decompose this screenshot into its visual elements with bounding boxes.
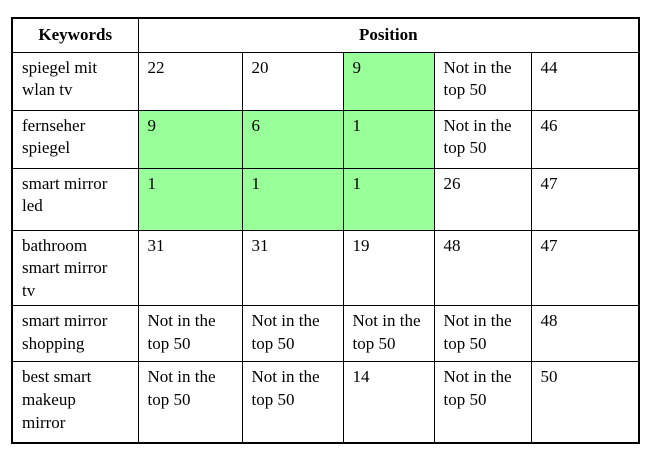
- position-cell: 1: [342, 109, 435, 169]
- table-header-row: Keywords Position: [11, 17, 640, 53]
- keyword-cell: best smart makeup mirror: [11, 361, 139, 444]
- position-cell: 26: [433, 167, 532, 231]
- position-cell: Not in the top 50: [433, 51, 532, 111]
- keyword-cell: smart mirror shopping: [11, 305, 139, 363]
- keyword-cell: spiegel mit wlan tv: [11, 51, 139, 111]
- position-cell: Not in the top 50: [137, 361, 243, 444]
- position-cell: 48: [530, 305, 640, 363]
- position-cell: Not in the top 50: [241, 361, 344, 444]
- position-cell: Not in the top 50: [433, 305, 532, 363]
- table-row: fernseher spiegel 9 6 1 Not in the top 5…: [11, 109, 640, 169]
- keyword-position-table: Keywords Position spiegel mit wlan tv 22…: [11, 17, 640, 444]
- table-row: smart mirror shopping Not in the top 50 …: [11, 305, 640, 363]
- keyword-cell: fernseher spiegel: [11, 109, 139, 169]
- position-cell: Not in the top 50: [342, 305, 435, 363]
- table-row: bathroom smart mirror tv 31 31 19 48 47: [11, 229, 640, 307]
- table-row: smart mirror led 1 1 1 26 47: [11, 167, 640, 231]
- position-cell: 47: [530, 229, 640, 307]
- position-cell: Not in the top 50: [433, 109, 532, 169]
- position-cell: 22: [137, 51, 243, 111]
- position-cell: 6: [241, 109, 344, 169]
- position-cell: 47: [530, 167, 640, 231]
- position-cell: 31: [241, 229, 344, 307]
- position-cell: 48: [433, 229, 532, 307]
- position-cell: 1: [137, 167, 243, 231]
- position-cell: 44: [530, 51, 640, 111]
- position-column-header: Position: [137, 17, 640, 53]
- position-cell: Not in the top 50: [137, 305, 243, 363]
- table-row: spiegel mit wlan tv 22 20 9 Not in the t…: [11, 51, 640, 111]
- table-row: best smart makeup mirror Not in the top …: [11, 361, 640, 444]
- keyword-cell: smart mirror led: [11, 167, 139, 231]
- keyword-cell: bathroom smart mirror tv: [11, 229, 139, 307]
- position-cell: 9: [342, 51, 435, 111]
- position-cell: 46: [530, 109, 640, 169]
- position-cell: Not in the top 50: [433, 361, 532, 444]
- position-cell: 20: [241, 51, 344, 111]
- position-cell: 1: [241, 167, 344, 231]
- position-cell: Not in the top 50: [241, 305, 344, 363]
- position-cell: 31: [137, 229, 243, 307]
- position-cell: 9: [137, 109, 243, 169]
- position-cell: 19: [342, 229, 435, 307]
- position-cell: 50: [530, 361, 640, 444]
- keywords-column-header: Keywords: [11, 17, 139, 53]
- position-cell: 1: [342, 167, 435, 231]
- position-cell: 14: [342, 361, 435, 444]
